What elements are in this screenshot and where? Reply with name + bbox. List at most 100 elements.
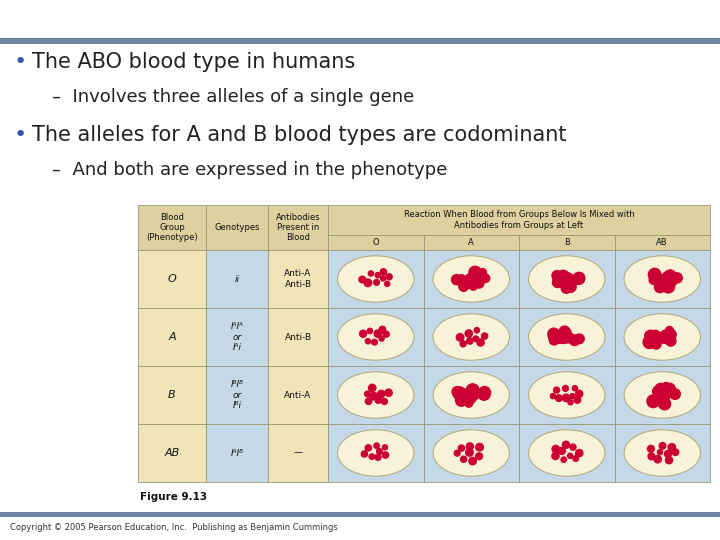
Bar: [519, 235, 614, 250]
Text: –  Involves three alleles of a single gene: – Involves three alleles of a single gen…: [52, 88, 414, 106]
Ellipse shape: [338, 314, 414, 360]
Circle shape: [550, 394, 556, 399]
Circle shape: [473, 336, 479, 342]
Circle shape: [572, 386, 577, 391]
Circle shape: [464, 390, 472, 399]
Circle shape: [469, 457, 477, 465]
Circle shape: [472, 271, 481, 281]
Circle shape: [662, 273, 670, 280]
Circle shape: [575, 334, 584, 343]
Bar: [268, 366, 328, 424]
Circle shape: [384, 281, 390, 286]
Circle shape: [564, 334, 571, 342]
Bar: [423, 424, 519, 482]
Circle shape: [459, 280, 467, 288]
Circle shape: [561, 457, 567, 462]
Circle shape: [562, 333, 570, 341]
Circle shape: [374, 280, 379, 285]
Circle shape: [386, 274, 392, 280]
Circle shape: [656, 333, 665, 342]
Circle shape: [478, 388, 490, 400]
Circle shape: [659, 275, 667, 284]
Circle shape: [562, 273, 573, 284]
Text: Anti-A
Anti-B: Anti-A Anti-B: [284, 269, 312, 289]
Circle shape: [659, 280, 667, 288]
Circle shape: [383, 331, 390, 338]
Bar: [138, 205, 206, 250]
Circle shape: [643, 336, 656, 348]
Circle shape: [374, 443, 379, 448]
Circle shape: [661, 389, 671, 399]
Bar: [328, 235, 423, 250]
Circle shape: [460, 341, 466, 347]
Circle shape: [672, 273, 683, 283]
Circle shape: [573, 456, 579, 461]
Bar: [206, 250, 268, 308]
Circle shape: [652, 386, 664, 397]
Circle shape: [369, 271, 374, 276]
Circle shape: [464, 392, 476, 404]
Circle shape: [564, 274, 574, 284]
Bar: [138, 250, 206, 308]
Text: A: A: [168, 332, 176, 342]
Circle shape: [662, 280, 675, 293]
Ellipse shape: [528, 256, 605, 302]
Bar: [138, 366, 206, 424]
Text: AB: AB: [657, 238, 668, 247]
Circle shape: [474, 279, 484, 288]
Text: IᴬIᴮ: IᴬIᴮ: [230, 449, 243, 457]
Circle shape: [469, 388, 477, 396]
Circle shape: [664, 270, 676, 282]
Circle shape: [563, 328, 571, 336]
Circle shape: [364, 279, 372, 287]
Bar: [268, 308, 328, 366]
Circle shape: [558, 334, 567, 343]
Text: •: •: [14, 125, 27, 145]
Circle shape: [456, 334, 464, 341]
Text: Anti-B: Anti-B: [284, 333, 312, 341]
Ellipse shape: [624, 430, 701, 476]
Circle shape: [567, 453, 572, 458]
Circle shape: [552, 331, 564, 343]
Circle shape: [567, 278, 577, 287]
Circle shape: [482, 333, 487, 339]
Circle shape: [561, 332, 572, 343]
Circle shape: [649, 276, 657, 284]
Circle shape: [669, 331, 676, 338]
Circle shape: [369, 384, 376, 391]
Circle shape: [385, 389, 392, 396]
Bar: [423, 308, 519, 366]
Circle shape: [556, 395, 562, 402]
Circle shape: [382, 445, 387, 450]
Circle shape: [573, 272, 585, 285]
Circle shape: [382, 399, 387, 404]
Bar: [138, 308, 206, 366]
Ellipse shape: [433, 372, 510, 418]
Circle shape: [562, 281, 574, 292]
Circle shape: [365, 445, 372, 451]
Ellipse shape: [624, 256, 701, 302]
Bar: [423, 250, 519, 308]
Circle shape: [574, 397, 580, 403]
Circle shape: [659, 389, 667, 397]
Circle shape: [644, 330, 656, 342]
Circle shape: [375, 397, 382, 403]
Text: B: B: [564, 238, 570, 247]
Text: O: O: [372, 238, 379, 247]
Text: The ABO blood type in humans: The ABO blood type in humans: [32, 52, 355, 72]
Circle shape: [666, 327, 673, 334]
Text: •: •: [14, 52, 27, 72]
Text: The alleles for A and B blood types are codominant: The alleles for A and B blood types are …: [32, 125, 567, 145]
Circle shape: [369, 454, 374, 460]
Circle shape: [365, 339, 371, 344]
Bar: [423, 235, 519, 250]
Circle shape: [462, 390, 472, 400]
Circle shape: [562, 386, 568, 392]
Ellipse shape: [433, 314, 510, 360]
Circle shape: [576, 276, 584, 284]
Circle shape: [552, 271, 562, 281]
Circle shape: [359, 276, 366, 283]
Bar: [614, 308, 710, 366]
Circle shape: [464, 395, 473, 404]
Circle shape: [665, 457, 672, 464]
